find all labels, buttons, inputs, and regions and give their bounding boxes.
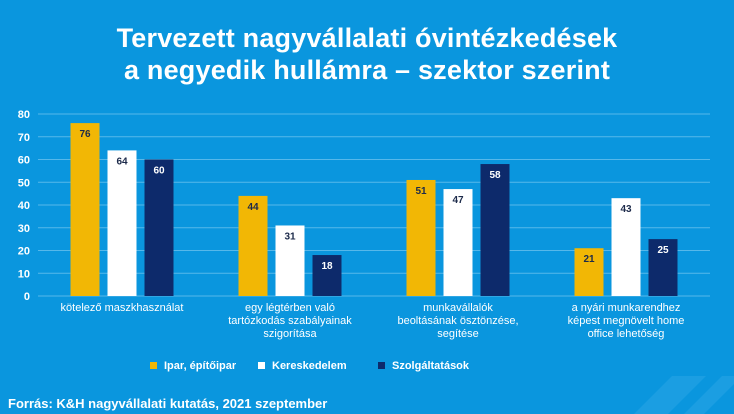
x-tick-label: egy légtérben való bbox=[245, 302, 335, 314]
bar bbox=[574, 248, 604, 296]
data-label: 58 bbox=[489, 170, 501, 181]
bar bbox=[480, 164, 510, 296]
bar bbox=[70, 123, 100, 296]
data-label: 64 bbox=[116, 156, 128, 167]
x-tick-label: beoltásának ösztönzése, bbox=[397, 315, 518, 327]
y-tick-label: 60 bbox=[18, 155, 30, 167]
legend-swatch bbox=[150, 362, 157, 369]
legend-swatch bbox=[258, 362, 265, 369]
x-tick-label: office lehetőség bbox=[588, 328, 665, 340]
legend-entry: Kereskedelem bbox=[272, 360, 347, 372]
x-tick-label: képest megnövelt home bbox=[568, 315, 685, 327]
bar bbox=[238, 195, 268, 296]
y-tick-label: 40 bbox=[18, 200, 30, 212]
legend-entry: Ipar, építőipar bbox=[164, 360, 237, 372]
y-tick-label: 10 bbox=[18, 268, 30, 280]
x-tick-label: a nyári munkarendhez bbox=[572, 302, 681, 314]
x-tick-label: munkavállalók bbox=[423, 302, 493, 314]
data-label: 31 bbox=[284, 231, 296, 242]
data-label: 18 bbox=[321, 261, 333, 272]
y-tick-label: 30 bbox=[18, 223, 30, 235]
chart-title-line-2: a negyedik hullámra – szektor szerint bbox=[123, 55, 611, 85]
bar bbox=[144, 159, 174, 296]
data-label: 51 bbox=[415, 186, 427, 197]
x-tick-label: szigorítása bbox=[263, 328, 317, 340]
y-tick-label: 0 bbox=[24, 291, 30, 303]
bar bbox=[107, 150, 137, 296]
chevron-decoration-icon bbox=[634, 376, 734, 414]
legend-entry: Szolgáltatások bbox=[392, 360, 470, 372]
y-tick-label: 50 bbox=[18, 177, 30, 189]
bar bbox=[312, 255, 342, 296]
x-tick-label: segítése bbox=[437, 328, 479, 340]
bar bbox=[275, 225, 305, 296]
chart-title: Tervezett nagyvállalati óvintézkedések a… bbox=[0, 22, 734, 86]
x-tick-label: tartózkodás szabályainak bbox=[228, 315, 352, 327]
legend-swatch bbox=[378, 362, 385, 369]
data-label: 43 bbox=[620, 204, 632, 215]
data-label: 25 bbox=[657, 245, 669, 256]
x-tick-label: kötelező maszkhasználat bbox=[61, 302, 184, 314]
data-label: 76 bbox=[79, 129, 91, 140]
bar bbox=[648, 239, 678, 296]
data-label: 44 bbox=[247, 202, 259, 213]
bar bbox=[443, 189, 473, 296]
bar bbox=[611, 198, 641, 296]
bar bbox=[406, 179, 436, 296]
y-tick-label: 20 bbox=[18, 246, 30, 258]
data-label: 47 bbox=[452, 195, 464, 206]
source-note: Forrás: K&H nagyvállalati kutatás, 2021 … bbox=[8, 396, 328, 411]
y-tick-label: 80 bbox=[18, 109, 30, 121]
y-tick-label: 70 bbox=[18, 132, 30, 144]
data-label: 21 bbox=[583, 254, 595, 265]
data-label: 60 bbox=[153, 166, 165, 177]
chart-title-line-1: Tervezett nagyvállalati óvintézkedések bbox=[116, 23, 618, 53]
